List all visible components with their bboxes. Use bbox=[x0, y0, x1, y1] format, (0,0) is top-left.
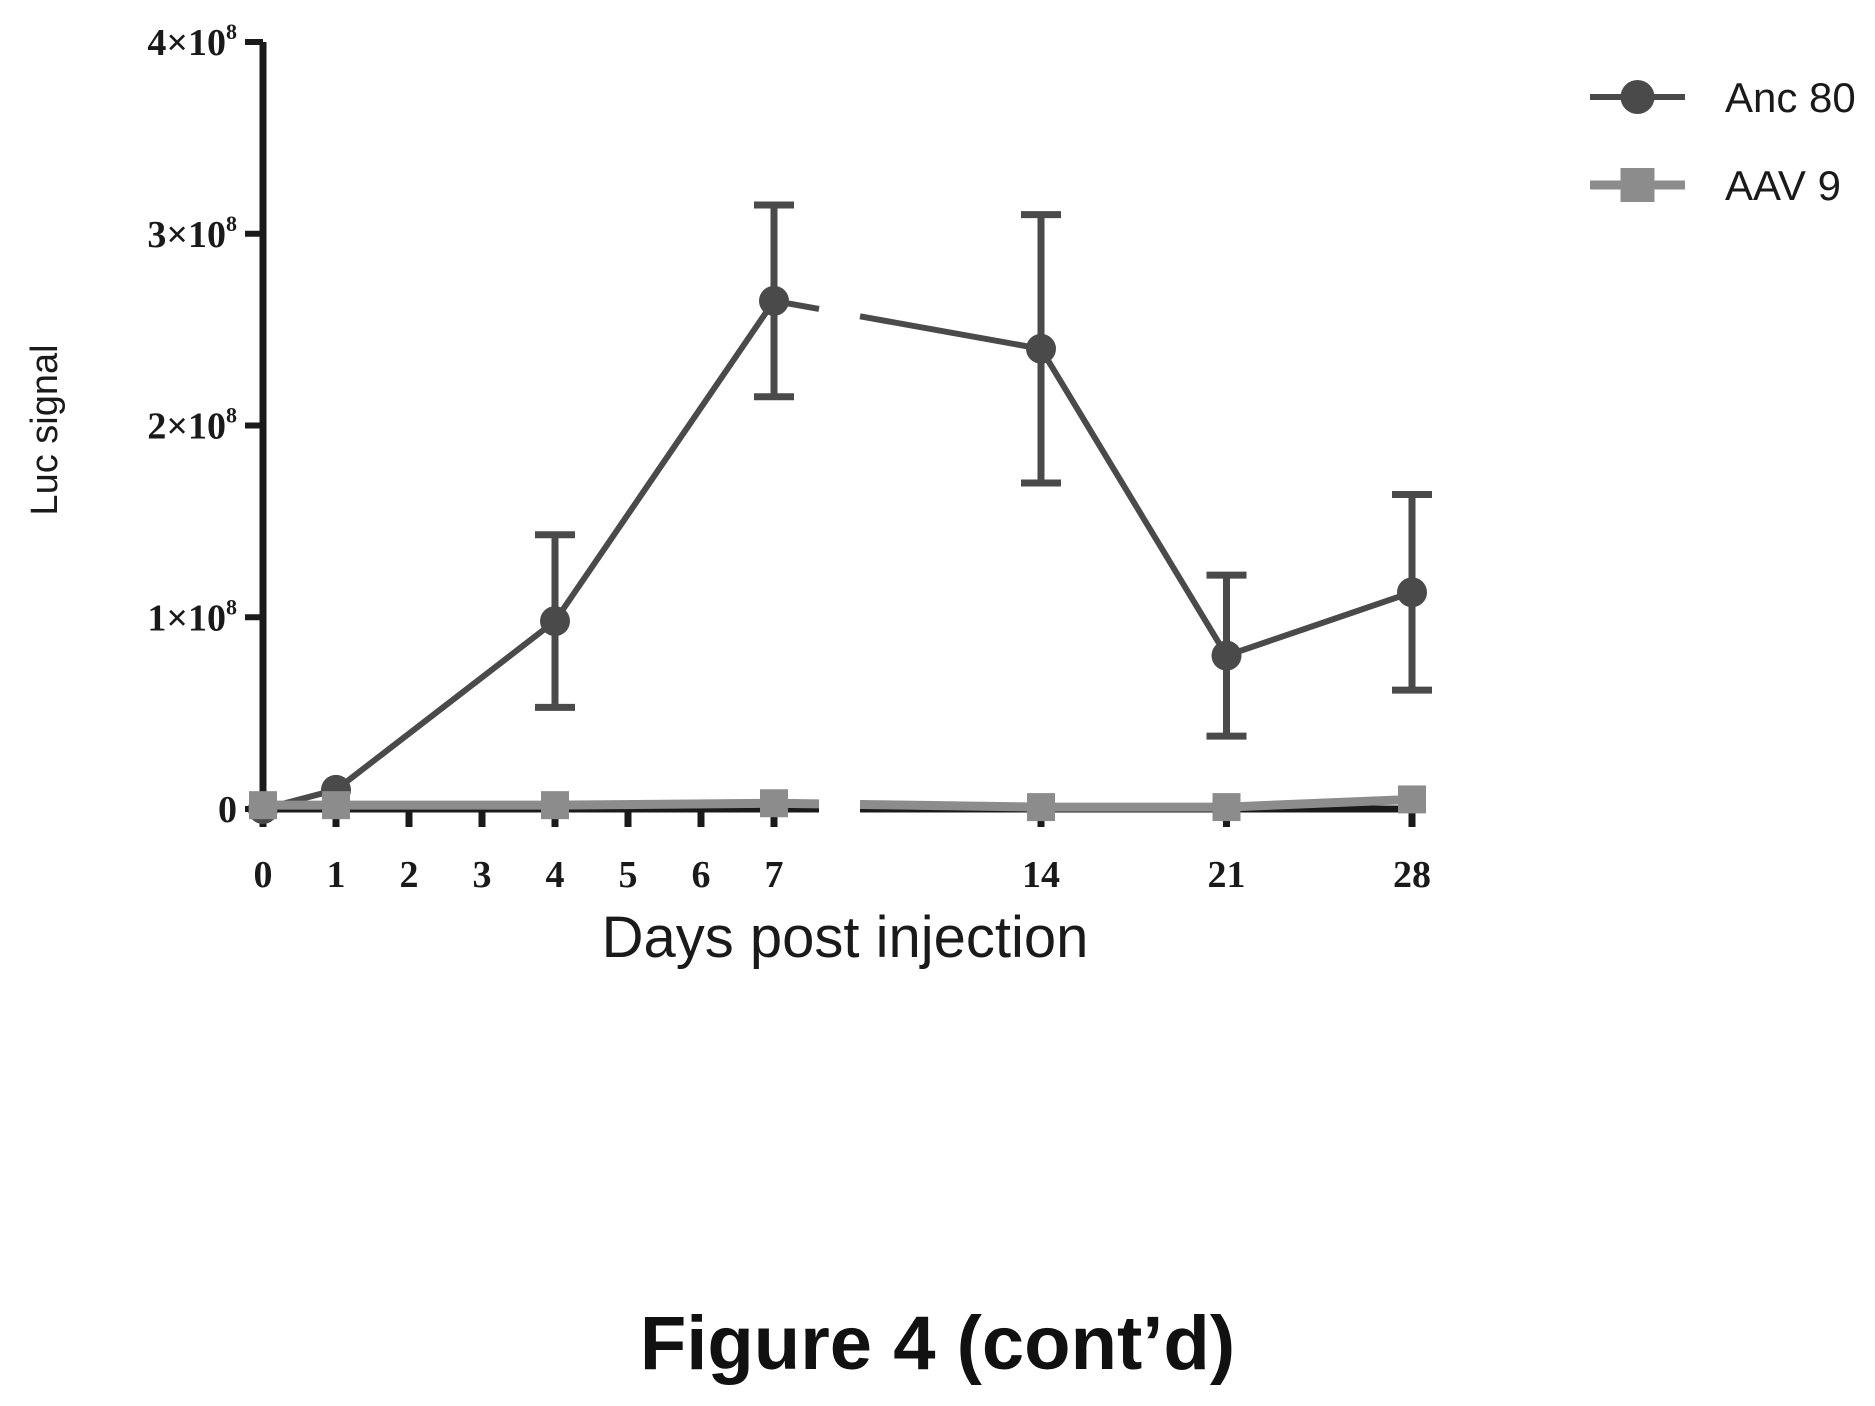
plot-area: 0 1×108 2×108 3×108 4×108 0 1 2 3 4 5 6 7 14 21 28 bbox=[147, 19, 1432, 896]
x-tick-label: 6 bbox=[692, 854, 711, 896]
data-point-square bbox=[541, 791, 569, 820]
data-point-square bbox=[1027, 793, 1055, 822]
legend-marker-square bbox=[1620, 168, 1655, 202]
x-tick-label: 5 bbox=[619, 854, 638, 896]
y-tick-label: 1×108 bbox=[147, 594, 237, 639]
x-tick-label: 2 bbox=[400, 854, 419, 896]
series-anc-80 bbox=[248, 201, 1432, 824]
data-point-circle bbox=[1026, 333, 1056, 364]
x-tick-label: 0 bbox=[254, 854, 273, 896]
series-aav-9 bbox=[249, 785, 1426, 822]
x-tick-label: 7 bbox=[765, 854, 784, 896]
data-point-circle bbox=[540, 606, 570, 637]
legend-label: Anc 80 bbox=[1725, 74, 1856, 121]
data-point-circle bbox=[1211, 640, 1242, 671]
data-point-square bbox=[249, 791, 277, 820]
y-tick-label: 0 bbox=[218, 789, 237, 831]
series-line bbox=[262, 297, 820, 812]
y-tick-label: 2×108 bbox=[147, 403, 237, 448]
series-line bbox=[859, 313, 1413, 660]
legend-marker-circle bbox=[1620, 80, 1655, 114]
x-tick-label: 28 bbox=[1393, 854, 1431, 896]
x-tick-label: 14 bbox=[1022, 854, 1060, 896]
data-point-square bbox=[322, 791, 350, 820]
x-tick-label: 21 bbox=[1208, 854, 1246, 896]
x-tick-label: 4 bbox=[546, 854, 565, 896]
legend: Anc 80 AAV 9 bbox=[1590, 74, 1856, 209]
x-axis-label: Days post injection bbox=[602, 905, 1089, 970]
x-tick-label: 3 bbox=[473, 854, 492, 896]
y-axis-label: Luc signal bbox=[24, 344, 66, 515]
legend-label: AAV 9 bbox=[1725, 162, 1841, 209]
data-point-square bbox=[1398, 785, 1426, 814]
y-tick-label: 3×108 bbox=[147, 211, 237, 256]
data-point-circle bbox=[1397, 577, 1427, 608]
y-tick-label: 4×108 bbox=[147, 19, 237, 64]
figure-caption: Figure 4 (cont’d) bbox=[639, 1301, 1236, 1386]
data-point-circle bbox=[759, 285, 789, 316]
data-point-square bbox=[760, 789, 788, 818]
series-line bbox=[859, 794, 1413, 812]
x-tick-label: 1 bbox=[327, 854, 346, 896]
data-point-square bbox=[1212, 793, 1241, 822]
